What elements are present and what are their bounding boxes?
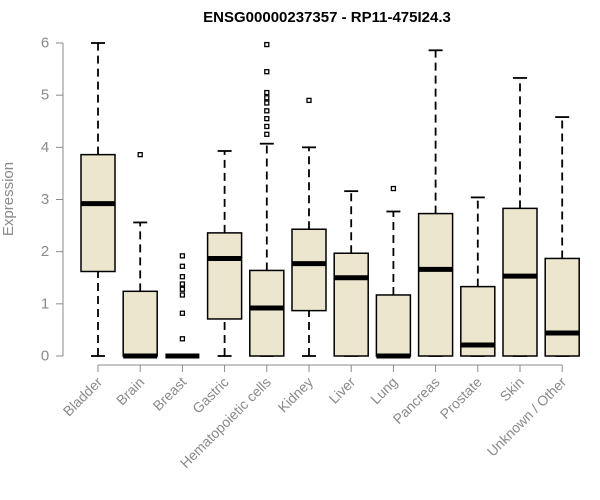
box-iqr [333,252,369,357]
y-axis: 0 1 2 3 4 5 6 [41,35,64,365]
outlier-point [264,89,270,96]
x-tick-label: Brain [113,374,147,408]
box-pancreas [417,49,454,357]
outlier-point [264,100,270,106]
box-iqr [206,232,243,320]
y-tick-label: 5 [41,87,49,104]
box-hematopoietic-cells [249,41,285,357]
outlier-point [137,151,143,158]
outlier-point [264,69,270,75]
x-tick-label: Unknown / Other [484,374,570,460]
x-tick-label: Lung [367,374,400,407]
box-lung [375,185,412,359]
outlier-point [179,310,186,316]
y-tick-label: 4 [41,139,49,156]
outlier-point [179,253,186,259]
box-iqr [417,212,454,357]
outlier-point [179,292,186,298]
box-iqr [291,228,327,312]
outlier-point [264,115,270,122]
y-tick-label: 6 [41,35,49,52]
x-tick-label: Prostate [437,374,485,422]
x-tick-label: Pancreas [390,374,443,427]
box-unknown-other [544,116,580,357]
outlier-point [264,123,270,130]
x-tick-label: Liver [326,374,359,407]
box-iqr [80,153,116,273]
outlier-point [179,281,186,287]
outlier-point [264,41,270,48]
box-iqr [122,290,158,357]
box-iqr [249,269,285,357]
x-tick-label: Breast [150,374,190,414]
box-kidney [291,97,327,357]
outlier-point [179,263,186,269]
box-skin [502,77,538,357]
box-iqr [375,294,412,357]
outlier-point [264,108,270,114]
outlier-point [306,97,312,104]
x-tick-label: Bladder [60,374,106,420]
outlier-point [179,286,186,292]
y-axis-label: Expression [0,162,17,236]
x-tick-label: Kidney [275,374,317,416]
boxes-group [80,41,580,359]
box-iqr [544,257,580,357]
outlier-point [264,95,270,101]
outlier-point [179,336,186,342]
y-tick-label: 3 [41,191,49,208]
outlier-point [264,131,270,137]
y-tick-label: 0 [41,348,49,365]
box-brain [122,151,158,359]
box-liver [333,190,369,357]
y-tick-label: 2 [41,243,49,260]
box-prostate [460,196,496,357]
box-breast [165,253,200,359]
box-iqr [502,207,538,357]
box-bladder [80,42,116,357]
y-tick-label: 1 [41,295,49,312]
x-tick-label: Skin [497,374,528,405]
chart-title: ENSG00000237357 - RP11-475I24.3 [203,9,451,26]
box-gastric [206,150,243,357]
outlier-point [390,185,397,192]
outlier-point [179,274,186,280]
